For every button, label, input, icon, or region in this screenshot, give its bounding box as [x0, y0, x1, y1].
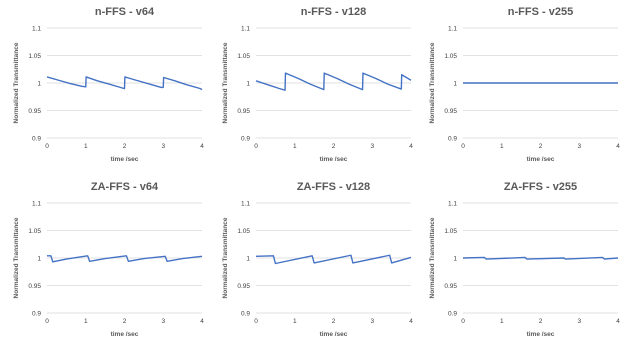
series-line — [46, 76, 203, 91]
chart-title: ZA-FFS - v255 — [504, 181, 577, 193]
x-tick-label: 1 — [500, 318, 504, 325]
x-tick-label: 3 — [577, 318, 581, 325]
y-tick-label: 1.05 — [237, 228, 250, 235]
x-axis-label: time /sec — [527, 156, 555, 163]
y-axis-label: Normalized Transmittance — [13, 217, 20, 298]
x-axis-label: time /sec — [111, 156, 139, 163]
x-tick-label: 3 — [370, 143, 374, 150]
y-tick-label: 1 — [37, 255, 41, 262]
x-axis-label: time /sec — [111, 331, 139, 338]
x-axis-label: time /sec — [320, 156, 348, 163]
y-tick-label: 1 — [453, 255, 457, 262]
y-tick-label: 0.9 — [32, 310, 41, 317]
y-axis-label: Normalized Transmittance — [429, 42, 436, 123]
x-tick-label: 2 — [539, 143, 543, 150]
y-tick-label: 0.95 — [237, 283, 250, 290]
y-tick-label: 0.95 — [28, 283, 41, 290]
x-tick-label: 1 — [293, 143, 297, 150]
x-axis-label: time /sec — [527, 331, 555, 338]
x-tick-label: 0 — [254, 318, 258, 325]
chart-title: n-FFS - v255 — [508, 6, 573, 18]
y-axis-label: Normalized Transmittance — [13, 42, 20, 123]
x-tick-label: 4 — [409, 143, 413, 150]
x-tick-label: 1 — [84, 143, 88, 150]
x-tick-label: 0 — [461, 318, 465, 325]
y-tick-label: 1.1 — [448, 25, 457, 32]
x-tick-label: 4 — [409, 318, 413, 325]
y-tick-label: 0.9 — [32, 135, 41, 142]
x-tick-label: 2 — [123, 143, 127, 150]
x-tick-label: 0 — [461, 143, 465, 150]
x-tick-label: 2 — [332, 143, 336, 150]
x-tick-label: 4 — [200, 143, 204, 150]
series-line — [462, 256, 619, 260]
x-axis-label: time /sec — [320, 331, 348, 338]
y-tick-label: 1 — [37, 80, 41, 87]
x-tick-label: 4 — [616, 143, 620, 150]
y-tick-label: 0.95 — [28, 108, 41, 115]
x-tick-label: 0 — [45, 318, 49, 325]
chart-title: ZA-FFS - v128 — [297, 181, 370, 193]
x-tick-label: 3 — [577, 143, 581, 150]
y-tick-label: 1.05 — [28, 53, 41, 60]
y-tick-label: 1.1 — [241, 25, 250, 32]
x-tick-label: 3 — [161, 143, 165, 150]
y-tick-label: 1.1 — [448, 200, 457, 207]
x-tick-label: 1 — [84, 318, 88, 325]
series-line — [47, 255, 203, 263]
x-tick-label: 3 — [370, 318, 374, 325]
x-tick-label: 1 — [500, 143, 504, 150]
y-tick-label: 1.1 — [32, 25, 41, 32]
y-tick-label: 1.1 — [241, 200, 250, 207]
chart-title: ZA-FFS - v64 — [91, 181, 159, 193]
y-tick-label: 0.9 — [241, 310, 250, 317]
x-tick-label: 4 — [200, 318, 204, 325]
y-tick-label: 1 — [246, 255, 250, 262]
y-tick-label: 1.1 — [32, 200, 41, 207]
y-tick-label: 0.9 — [241, 135, 250, 142]
y-tick-label: 1.05 — [28, 228, 41, 235]
y-tick-label: 1 — [246, 80, 250, 87]
x-tick-label: 2 — [539, 318, 543, 325]
chart-title: n-FFS - v128 — [301, 6, 366, 18]
y-tick-label: 1 — [453, 80, 457, 87]
y-tick-label: 1.05 — [444, 228, 457, 235]
x-tick-label: 2 — [332, 318, 336, 325]
y-tick-label: 1.05 — [444, 53, 457, 60]
x-tick-label: 4 — [616, 318, 620, 325]
y-axis-label: Normalized Transmittance — [429, 217, 436, 298]
y-tick-label: 0.9 — [448, 135, 457, 142]
x-tick-label: 3 — [161, 318, 165, 325]
x-tick-label: 0 — [254, 143, 258, 150]
y-axis-label: Normalized Transmittance — [222, 42, 229, 123]
series-line — [255, 72, 412, 91]
x-tick-label: 1 — [293, 318, 297, 325]
x-tick-label: 0 — [45, 143, 49, 150]
y-axis-label: Normalized Transmittance — [222, 217, 229, 298]
y-tick-label: 0.95 — [237, 108, 250, 115]
y-tick-label: 0.9 — [448, 310, 457, 317]
series-line — [255, 254, 412, 265]
y-tick-label: 0.95 — [444, 108, 457, 115]
y-tick-label: 1.05 — [237, 53, 250, 60]
x-tick-label: 2 — [123, 318, 127, 325]
chart-title: n-FFS - v64 — [95, 6, 155, 18]
y-tick-label: 0.95 — [444, 283, 457, 290]
